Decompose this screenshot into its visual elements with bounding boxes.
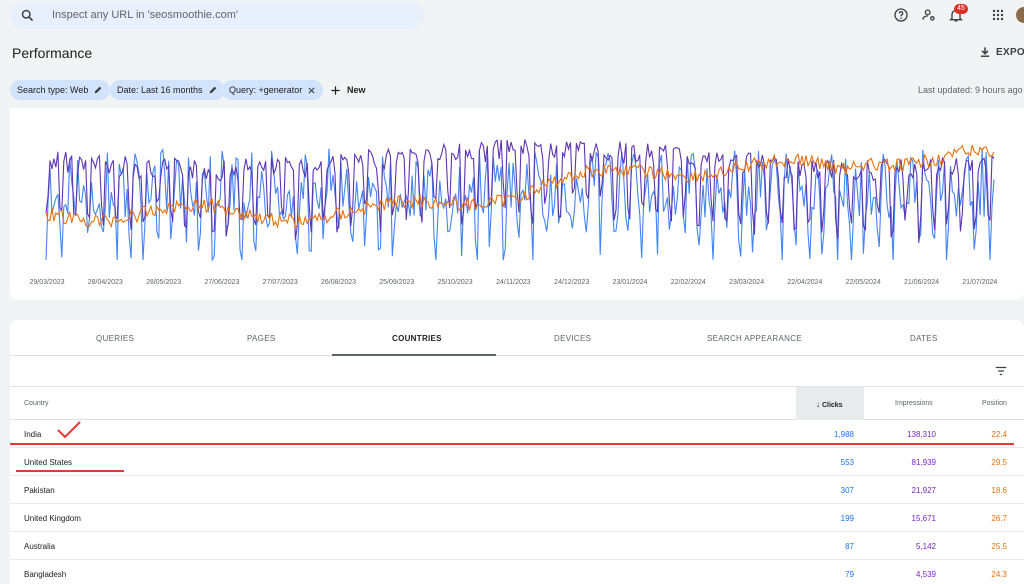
row-position: 24.3	[991, 570, 1007, 579]
row-position: 18.6	[991, 486, 1007, 495]
x-tick-label: 21/06/2024	[904, 279, 939, 286]
filter-rows-icon[interactable]	[994, 364, 1008, 378]
row-clicks: 87	[845, 542, 854, 551]
table-row[interactable]: Bangladesh 79 4,539 24.3	[10, 560, 1024, 584]
annotation-underline-india	[10, 443, 1014, 445]
tab-countries[interactable]: COUNTRIES	[392, 334, 442, 343]
tab-devices[interactable]: DEVICES	[554, 334, 592, 343]
row-position: 25.5	[991, 542, 1007, 551]
download-icon	[980, 47, 990, 57]
x-tick-label: 28/05/2023	[146, 279, 181, 286]
table-header: Country ↓ Clicks Impressions Position	[10, 386, 1024, 420]
header-impressions[interactable]: Impressions	[895, 400, 933, 407]
row-country: Pakistan	[24, 486, 55, 495]
row-country: United Kingdom	[24, 514, 81, 523]
url-inspect-search[interactable]: Inspect any URL in 'seosmoothie.com'	[10, 2, 424, 29]
user-settings-icon[interactable]	[921, 7, 937, 23]
search-input[interactable]: Inspect any URL in 'seosmoothie.com'	[52, 9, 238, 21]
export-label: EXPORT	[996, 47, 1024, 58]
x-tick-label: 23/01/2024	[612, 279, 647, 286]
table-row[interactable]: United Kingdom 199 15,671 26.7	[10, 504, 1024, 532]
annotation-underline-united-states	[16, 470, 124, 472]
row-impressions: 138,310	[907, 430, 936, 439]
row-impressions: 81,939	[911, 458, 936, 467]
row-position: 22.4	[991, 430, 1007, 439]
x-tick-label: 22/05/2024	[846, 279, 881, 286]
table-row[interactable]: Australia 87 5,142 25.5	[10, 532, 1024, 560]
page-title: Performance	[12, 45, 93, 61]
x-tick-label: 25/09/2023	[379, 279, 414, 286]
filter-chip-label: Search type: Web	[17, 85, 89, 95]
x-tick-label: 29/03/2023	[29, 279, 64, 286]
row-clicks: 1,988	[833, 430, 854, 439]
table-row[interactable]: India 1,988 138,310 22.4	[10, 420, 1024, 448]
row-country: Australia	[24, 542, 56, 551]
header-clicks[interactable]: ↓ Clicks	[816, 400, 843, 409]
header-clicks-label: Clicks	[821, 402, 843, 409]
position-series-line	[45, 144, 995, 229]
row-impressions: 4,539	[915, 570, 936, 579]
x-tick-label: 27/07/2023	[263, 279, 298, 286]
x-tick-label: 22/04/2024	[787, 279, 822, 286]
performance-chart: 29/03/2023 28/04/2023 28/05/2023 27/06/2023…	[10, 108, 1024, 300]
filter-chip-label: Query: +generator	[229, 85, 303, 95]
tab-pages[interactable]: PAGES	[247, 334, 276, 343]
row-position: 29.5	[991, 458, 1007, 467]
close-icon[interactable]	[307, 86, 316, 95]
row-clicks: 553	[840, 458, 854, 467]
header-country[interactable]: Country	[24, 400, 49, 407]
new-filter-label: New	[347, 85, 366, 95]
tab-dates[interactable]: DATES	[910, 334, 938, 343]
annotation-checkmark-icon	[57, 421, 81, 439]
x-tick-label: 27/06/2023	[204, 279, 239, 286]
row-country: Bangladesh	[24, 570, 67, 579]
performance-chart-svg: 29/03/2023 28/04/2023 28/05/2023 27/06/2023…	[29, 138, 997, 286]
sorted-column-highlight	[796, 387, 864, 420]
plus-icon	[331, 85, 340, 95]
filter-chip-date[interactable]: Date: Last 16 months	[110, 80, 225, 100]
sort-arrow-icon: ↓	[816, 400, 820, 409]
report-table-card: QUERIES PAGES COUNTRIES DEVICES SEARCH A…	[10, 320, 1024, 584]
last-updated-text: Last updated: 9 hours ago	[918, 85, 1023, 95]
x-tick-label: 28/04/2023	[88, 279, 123, 286]
x-tick-label: 23/03/2024	[729, 279, 764, 286]
table-row[interactable]: Pakistan 307 21,927 18.6	[10, 476, 1024, 504]
row-country: India	[24, 430, 42, 439]
x-tick-label: 24/12/2023	[554, 279, 589, 286]
row-clicks: 199	[840, 514, 854, 523]
row-position: 26.7	[991, 514, 1007, 523]
top-bar: Inspect any URL in 'seosmoothie.com' 45	[0, 0, 1024, 30]
x-tick-label: 25/10/2023	[438, 279, 473, 286]
filter-chip-label: Date: Last 16 months	[117, 85, 203, 95]
table-row[interactable]: United States 553 81,939 29.5	[10, 448, 1024, 476]
row-impressions: 5,142	[915, 542, 936, 551]
x-tick-label: 26/08/2023	[321, 279, 356, 286]
tab-queries[interactable]: QUERIES	[96, 334, 135, 343]
row-clicks: 79	[845, 570, 854, 579]
search-icon	[21, 9, 34, 22]
row-country: United States	[24, 458, 73, 467]
edit-pencil-icon[interactable]	[208, 85, 218, 95]
x-tick-label: 24/11/2023	[496, 279, 531, 286]
edit-pencil-icon[interactable]	[93, 85, 103, 95]
active-tab-indicator	[332, 354, 496, 356]
report-tabs: QUERIES PAGES COUNTRIES DEVICES SEARCH A…	[10, 320, 1024, 356]
header-position[interactable]: Position	[982, 400, 1007, 407]
row-impressions: 15,671	[911, 514, 936, 523]
x-tick-label: 21/07/2024	[962, 279, 997, 286]
x-tick-label: 22/02/2024	[671, 279, 706, 286]
row-clicks: 307	[840, 486, 854, 495]
impressions-series-line	[45, 138, 995, 243]
notification-count-badge: 45	[954, 4, 968, 14]
help-icon[interactable]	[893, 7, 909, 23]
row-impressions: 21,927	[911, 486, 936, 495]
new-filter-button[interactable]: New	[330, 80, 366, 100]
tab-search-appearance[interactable]: SEARCH APPEARANCE	[707, 334, 802, 343]
filter-chip-search-type[interactable]: Search type: Web	[10, 80, 111, 100]
account-avatar[interactable]	[1016, 7, 1024, 23]
apps-grid-icon[interactable]	[990, 7, 1006, 23]
filter-chip-query[interactable]: Query: +generator	[222, 80, 324, 100]
